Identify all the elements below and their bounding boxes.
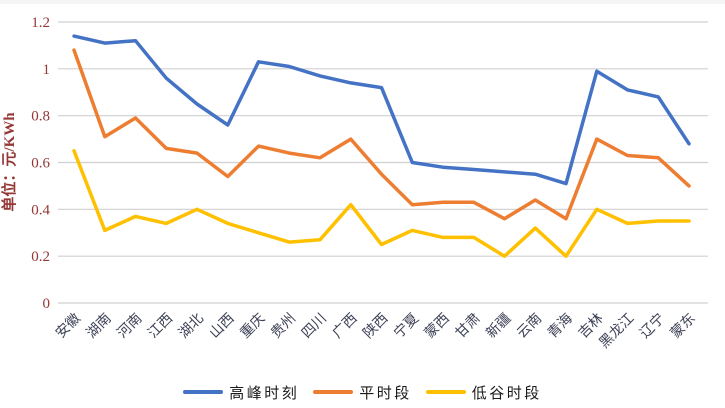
plot-area: 0 0.2 0.4 0.6 0.8 1 1.2 单位：元/KWh 安徽 湖南 河南 江西 湖北 山西 重庆贵… [0, 15, 708, 352]
y-axis-tick-label: 0 [43, 296, 51, 312]
legend-item-flat-period: 平时段 [313, 382, 412, 403]
y-axis-tick-label: 0.8 [31, 109, 50, 125]
x-axis-category-label: 安徽 [53, 311, 84, 342]
legend-label-peak-period: 高峰时刻 [229, 385, 300, 402]
x-axis-category-label: 湖北 [176, 311, 207, 342]
x-axis-category-label: 贵州 [268, 311, 299, 342]
x-axis-category-label: 云南 [514, 311, 545, 342]
x-axis-category-label: 蒙西 [422, 311, 453, 342]
x-axis-category-label: 甘肃 [453, 311, 484, 342]
y-axis-tick-label: 1 [43, 62, 51, 78]
x-axis-category-label: 江西 [145, 311, 176, 342]
x-axis-category-label: 四川 [299, 311, 329, 341]
x-axis-category-label: 河南 [114, 311, 145, 342]
x-axis-category-label: 重庆 [237, 311, 268, 342]
y-axis-tick-label: 0.4 [31, 202, 50, 218]
y-axis-tick-label: 0.2 [31, 249, 50, 265]
y-axis-tick-label: 1.2 [31, 15, 50, 31]
legend-swatch-peak-period [183, 390, 224, 394]
y-axis-title: 单位：元/KWh [0, 112, 18, 212]
x-axis-category-label: 蒙东 [668, 311, 699, 342]
legend-swatch-flat-period [313, 390, 354, 394]
top-edge-strip [0, 0, 725, 4]
series-line-2 [72, 149, 691, 258]
x-axis-category-label: 山西 [207, 311, 238, 342]
x-axis-category-label: 黑龙江 [596, 311, 637, 352]
x-axis-category-label: 广西 [330, 311, 361, 342]
x-axis-category-label: 湖南 [84, 311, 115, 342]
legend-item-valley-period: 低谷时段 [425, 382, 542, 403]
legend-label-flat-period: 平时段 [359, 385, 412, 402]
x-axis-category-label: 陕西 [360, 311, 391, 342]
legend-label-valley-period: 低谷时段 [471, 385, 542, 402]
legend-swatch-valley-period [425, 390, 466, 394]
series-line-1 [72, 48, 691, 221]
x-axis-category-label: 宁夏 [390, 310, 422, 342]
y-axis-tick-label: 0.6 [31, 156, 50, 172]
legend: 高峰时刻 平时段 低谷时段 [0, 380, 725, 404]
x-axis-category-label: 青海 [545, 311, 576, 342]
x-axis-category-label: 新疆 [483, 311, 514, 342]
x-axis-category-label: 辽宁 [636, 310, 668, 342]
series-line-0 [72, 34, 691, 186]
legend-item-peak-period: 高峰时刻 [183, 382, 299, 403]
